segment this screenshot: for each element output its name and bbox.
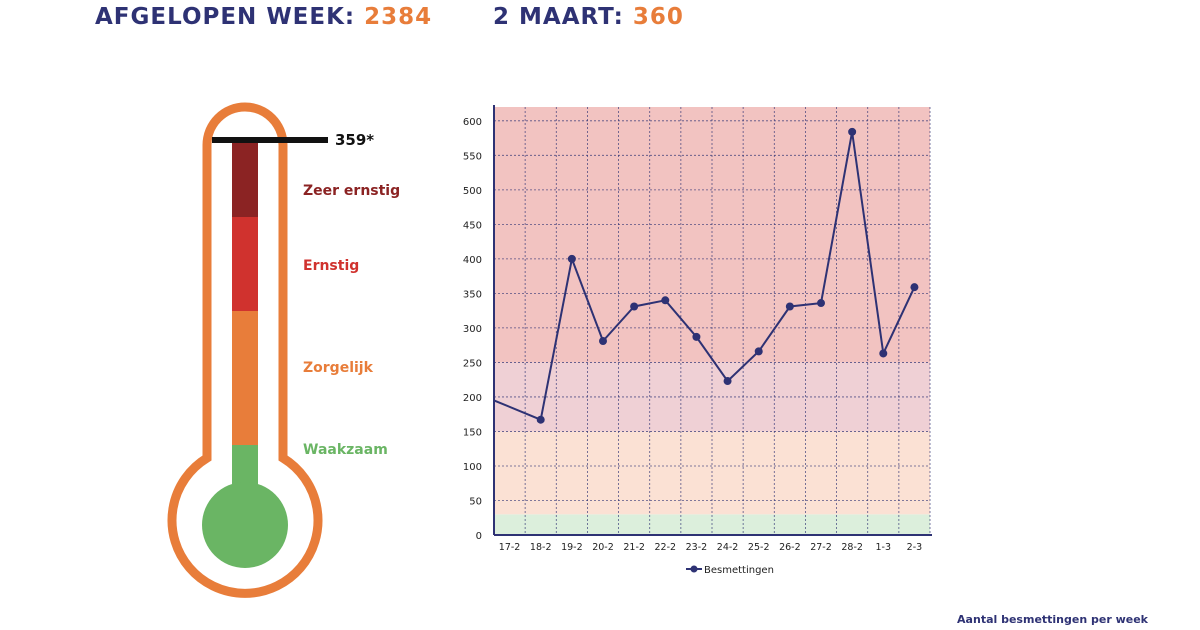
x-tick-label: 26-2: [779, 542, 801, 553]
level-zeer-ernstig-label: Zeer ernstig: [303, 183, 401, 199]
y-tick-label: 500: [463, 186, 482, 197]
data-point: [910, 283, 919, 292]
x-tick-label: 24-2: [717, 542, 739, 553]
x-tick-label: 21-2: [623, 542, 645, 553]
footnote: Aantal besmettingen per week: [957, 613, 1148, 626]
level-zeer-ernstig-segment: [232, 140, 258, 217]
y-tick-label: 300: [463, 324, 482, 335]
data-point: [536, 415, 545, 424]
level-zorgelijk-label: Zorgelijk: [303, 360, 373, 376]
data-point: [754, 347, 763, 356]
headline-today: 2 MAART: 360: [493, 4, 684, 30]
x-tick-label: 27-2: [810, 542, 832, 553]
y-tick-label: 400: [463, 255, 482, 266]
y-tick-label: 50: [469, 496, 482, 507]
data-point: [630, 302, 639, 311]
marker-value-label: 359*: [335, 131, 375, 149]
y-tick-label: 550: [463, 151, 482, 162]
headline-today-value: 360: [632, 4, 684, 30]
headline-last-week: AFGELOPEN WEEK: 2384: [95, 4, 432, 30]
data-point: [785, 302, 794, 311]
data-point: [848, 127, 857, 136]
data-point: [723, 377, 732, 386]
x-tick-label: 22-2: [655, 542, 677, 553]
y-tick-label: 0: [476, 531, 482, 542]
legend-label: Besmettingen: [704, 565, 774, 576]
headline-today-label: 2 MAART:: [493, 4, 624, 30]
y-tick-label: 350: [463, 289, 482, 300]
x-tick-label: 18-2: [530, 542, 552, 553]
x-tick-label: 25-2: [748, 542, 770, 553]
level-waakzaam-label: Waakzaam: [303, 442, 388, 458]
x-tick-label: 23-2: [686, 542, 708, 553]
x-tick-label: 28-2: [841, 542, 863, 553]
x-tick-label: 1-3: [876, 542, 892, 553]
x-tick-label: 20-2: [592, 542, 614, 553]
thermometer-bulb: [202, 482, 288, 568]
data-point: [817, 299, 825, 308]
x-tick-label: 2-3: [907, 542, 923, 553]
x-tick-label: 17-2: [499, 542, 521, 553]
legend-marker: [690, 565, 698, 573]
data-point: [599, 337, 607, 346]
level-ernstig-label: Ernstig: [303, 258, 360, 274]
series-line-besmettingen: [493, 131, 916, 422]
chart-legend: Besmettingen: [686, 565, 774, 576]
y-tick-label: 600: [463, 117, 482, 128]
y-tick-label: 200: [463, 393, 482, 404]
thermometer-outline: [167, 102, 323, 598]
data-point: [879, 349, 888, 358]
x-tick-label: 19-2: [561, 542, 583, 553]
y-tick-label: 150: [463, 427, 482, 438]
line-chart: 0 50 100 150 200 250 300 350 400 450 500 550 600 17-…: [463, 105, 932, 576]
data-point: [661, 296, 670, 305]
y-tick-label: 450: [463, 220, 482, 231]
y-tick-label: 250: [463, 358, 482, 369]
level-zorgelijk-segment: [232, 311, 258, 445]
y-tick-label: 100: [463, 462, 482, 473]
data-point: [567, 254, 576, 263]
level-ernstig-segment: [232, 217, 258, 311]
headline-last-week-label: AFGELOPEN WEEK:: [95, 4, 356, 30]
headline-last-week-value: 2384: [364, 4, 433, 30]
data-point: [692, 332, 701, 341]
thermometer: [167, 102, 328, 598]
marker-line: [212, 137, 328, 143]
